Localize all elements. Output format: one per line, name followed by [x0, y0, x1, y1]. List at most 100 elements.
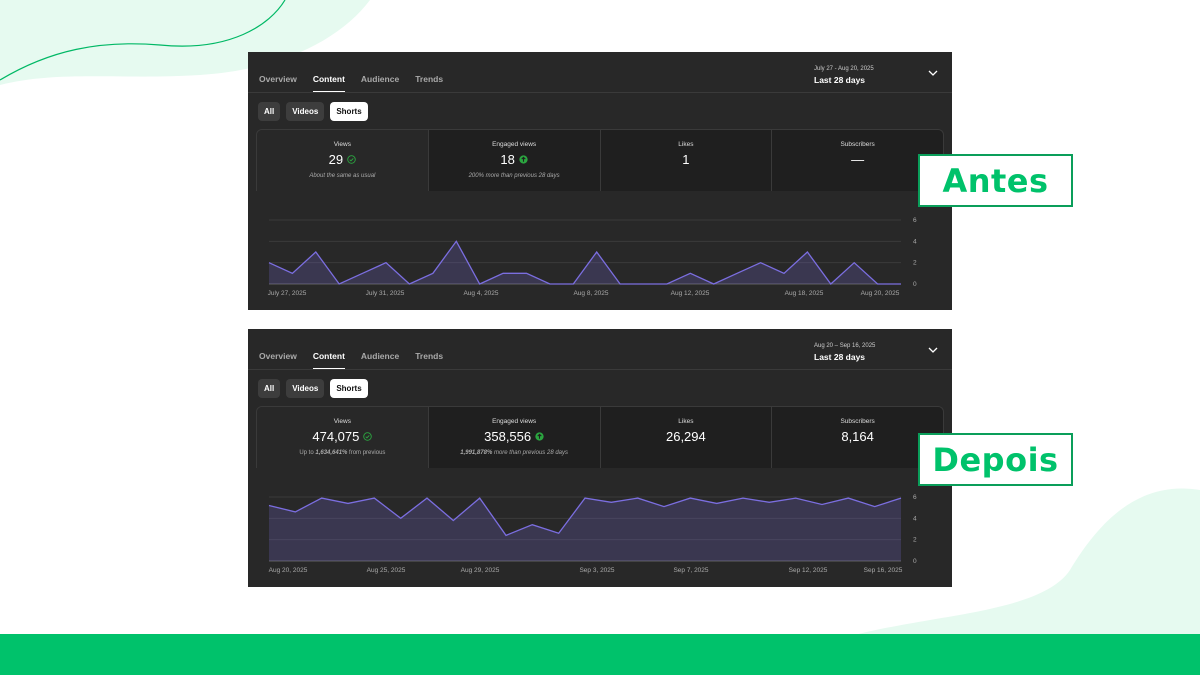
- tab-overview[interactable]: Overview: [259, 74, 297, 84]
- x-tick-label: July 27, 2025: [268, 290, 307, 297]
- arrow-up-circle-icon: [519, 155, 528, 164]
- y-tick-label: 4: [913, 515, 917, 522]
- tab-divider: [248, 369, 952, 370]
- metric-note-percent: 1,991,878%: [460, 450, 493, 456]
- x-tick-label: Sep 3, 2025: [579, 567, 614, 574]
- tab-overview[interactable]: Overview: [259, 351, 297, 361]
- metric-value: 18: [500, 152, 515, 167]
- tab-divider: [248, 92, 952, 93]
- y-tick-label: 6: [913, 494, 917, 501]
- metric-card-likes[interactable]: Likes 26,294: [600, 407, 773, 468]
- metric-note-prefix: Up to: [299, 450, 316, 456]
- tab-audience[interactable]: Audience: [360, 351, 400, 361]
- metric-card-engaged-views[interactable]: Engaged views 18 200% more than previous…: [428, 130, 601, 191]
- analytics-panel-after: Overview Content Audience Trends Aug 20 …: [248, 329, 952, 587]
- y-tick-label: 2: [913, 260, 917, 267]
- metric-note-suffix: more than previous 28 days: [492, 450, 568, 456]
- arrow-up-circle-icon: [535, 432, 544, 441]
- metric-value: 358,556: [484, 429, 532, 444]
- decorative-wave-bottom-right: [840, 488, 1200, 640]
- bottom-green-bar: [0, 634, 1200, 675]
- x-tick-label: Aug 12, 2025: [671, 290, 710, 297]
- x-tick-label: July 31, 2025: [366, 290, 405, 297]
- chip-videos[interactable]: Videos: [286, 379, 325, 398]
- y-tick-label: 2: [913, 537, 917, 544]
- metric-value: 1: [682, 152, 690, 167]
- metric-value-row: 474,075: [312, 429, 373, 444]
- chip-shorts[interactable]: Shorts: [330, 102, 368, 121]
- tab-content[interactable]: Content: [312, 351, 345, 370]
- metric-value: 474,075: [312, 429, 360, 444]
- x-tick-label: Aug 8, 2025: [573, 290, 608, 297]
- chevron-down-icon[interactable]: [928, 68, 938, 78]
- metric-value-row: 18: [500, 152, 528, 167]
- tab-bar: Overview Content Audience Trends: [259, 74, 459, 93]
- x-tick-label: Aug 4, 2025: [463, 290, 498, 297]
- series-area: [269, 498, 901, 561]
- metric-value: 26,294: [665, 429, 706, 444]
- metric-cards: Views 474,075 Up to 1,634,641% from prev…: [256, 406, 944, 468]
- chip-all[interactable]: All: [258, 102, 281, 121]
- date-range-text: Aug 20 – Sep 16, 2025: [814, 343, 876, 349]
- metric-label: Likes: [678, 141, 694, 148]
- period-text: Last 28 days: [814, 75, 866, 85]
- x-tick-label: Sep 12, 2025: [789, 567, 828, 574]
- metric-note: Up to 1,634,641% from previous: [257, 450, 428, 456]
- metric-card-subscribers[interactable]: Subscribers 8,164: [772, 407, 943, 468]
- y-tick-label: 0: [913, 558, 917, 565]
- metric-note: About the same as usual: [309, 173, 376, 179]
- metric-label: Views: [333, 418, 351, 425]
- metric-value: 29: [328, 152, 344, 167]
- metric-label: Subscribers: [840, 141, 875, 148]
- tab-trends[interactable]: Trends: [415, 351, 444, 361]
- metric-note: 1,991,878% more than previous 28 days: [429, 450, 600, 456]
- x-tick-label: Aug 20, 2025: [861, 290, 900, 297]
- y-tick-label: 0: [913, 281, 917, 288]
- period-text: Last 28 days: [814, 352, 866, 362]
- series-line[interactable]: [268, 497, 902, 537]
- check-circle-icon: [347, 155, 356, 164]
- metric-label: Engaged views: [492, 418, 537, 425]
- date-range-selector[interactable]: Aug 20 – Sep 16, 2025 Last 28 days: [814, 343, 875, 362]
- metric-value-row: 358,556: [484, 429, 544, 444]
- content-type-chips: All Videos Shorts: [258, 102, 368, 121]
- x-tick-label: Aug 18, 2025: [785, 290, 824, 297]
- tab-content[interactable]: Content: [312, 74, 345, 93]
- date-range-selector[interactable]: July 27 - Aug 20, 2025 Last 28 days: [814, 66, 874, 85]
- metric-note: 200% more than previous 28 days: [468, 173, 560, 179]
- x-tick-label: Aug 29, 2025: [461, 567, 500, 574]
- chip-videos[interactable]: Videos: [286, 102, 325, 121]
- metric-card-views[interactable]: Views 29 About the same as usual: [257, 130, 429, 191]
- tab-audience[interactable]: Audience: [360, 74, 400, 84]
- chip-all[interactable]: All: [258, 379, 281, 398]
- metric-card-subscribers[interactable]: Subscribers —: [772, 130, 943, 191]
- metric-label: Subscribers: [840, 418, 875, 425]
- annotation-after-label: Depois: [918, 433, 1073, 486]
- chevron-down-icon[interactable]: [928, 345, 938, 355]
- y-tick-label: 6: [913, 217, 917, 224]
- metric-card-views[interactable]: Views 474,075 Up to 1,634,641% from prev…: [257, 407, 429, 468]
- tab-bar: Overview Content Audience Trends: [259, 351, 459, 370]
- metric-label: Views: [333, 141, 351, 148]
- chip-shorts[interactable]: Shorts: [330, 379, 368, 398]
- views-chart: 0 2 4 6 July 27, 2025 July 31, 2025 Aug 4, 202…: [268, 217, 917, 297]
- series-area: [269, 241, 901, 284]
- y-tick-label: 4: [913, 238, 917, 245]
- tab-trends[interactable]: Trends: [415, 74, 444, 84]
- x-tick-label: Aug 25, 2025: [367, 567, 406, 574]
- series-line[interactable]: [268, 240, 901, 285]
- x-tick-label: Sep 7, 2025: [673, 567, 708, 574]
- metric-cards: Views 29 About the same as usual Engaged…: [256, 129, 944, 191]
- decorative-wave-top-left: [0, 0, 370, 85]
- metric-value-row: 29: [329, 152, 356, 167]
- metric-value: 8,164: [841, 429, 874, 444]
- metric-note-percent: 1,634,641%: [315, 450, 348, 456]
- x-tick-label: Aug 20, 2025: [269, 567, 308, 574]
- metric-card-likes[interactable]: Likes 1: [600, 130, 773, 191]
- check-circle-icon: [363, 432, 373, 441]
- date-range-text: July 27 - Aug 20, 2025: [814, 66, 874, 72]
- metric-card-engaged-views[interactable]: Engaged views 358,556 1,991,878% more th…: [428, 407, 601, 468]
- metric-note-suffix: from previous: [347, 450, 386, 456]
- metric-label: Likes: [678, 418, 694, 425]
- content-type-chips: All Videos Shorts: [258, 379, 368, 398]
